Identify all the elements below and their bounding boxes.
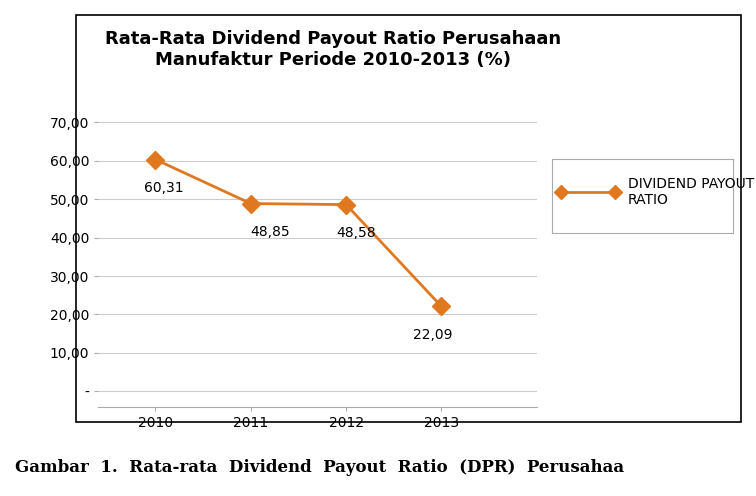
Text: 48,85: 48,85: [251, 225, 290, 239]
Text: Gambar  1.  Rata-rata  Dividend  Payout  Ratio  (DPR)  Perusahaa: Gambar 1. Rata-rata Dividend Payout Rati…: [15, 459, 624, 476]
Text: 22,09: 22,09: [413, 327, 452, 342]
Text: 48,58: 48,58: [336, 226, 376, 240]
Text: DIVIDEND PAYOUT
RATIO: DIVIDEND PAYOUT RATIO: [628, 177, 754, 207]
Text: Rata-Rata Dividend Payout Ratio Perusahaan
Manufaktur Periode 2010-2013 (%): Rata-Rata Dividend Payout Ratio Perusaha…: [104, 30, 561, 68]
Text: 60,31: 60,31: [144, 181, 184, 194]
